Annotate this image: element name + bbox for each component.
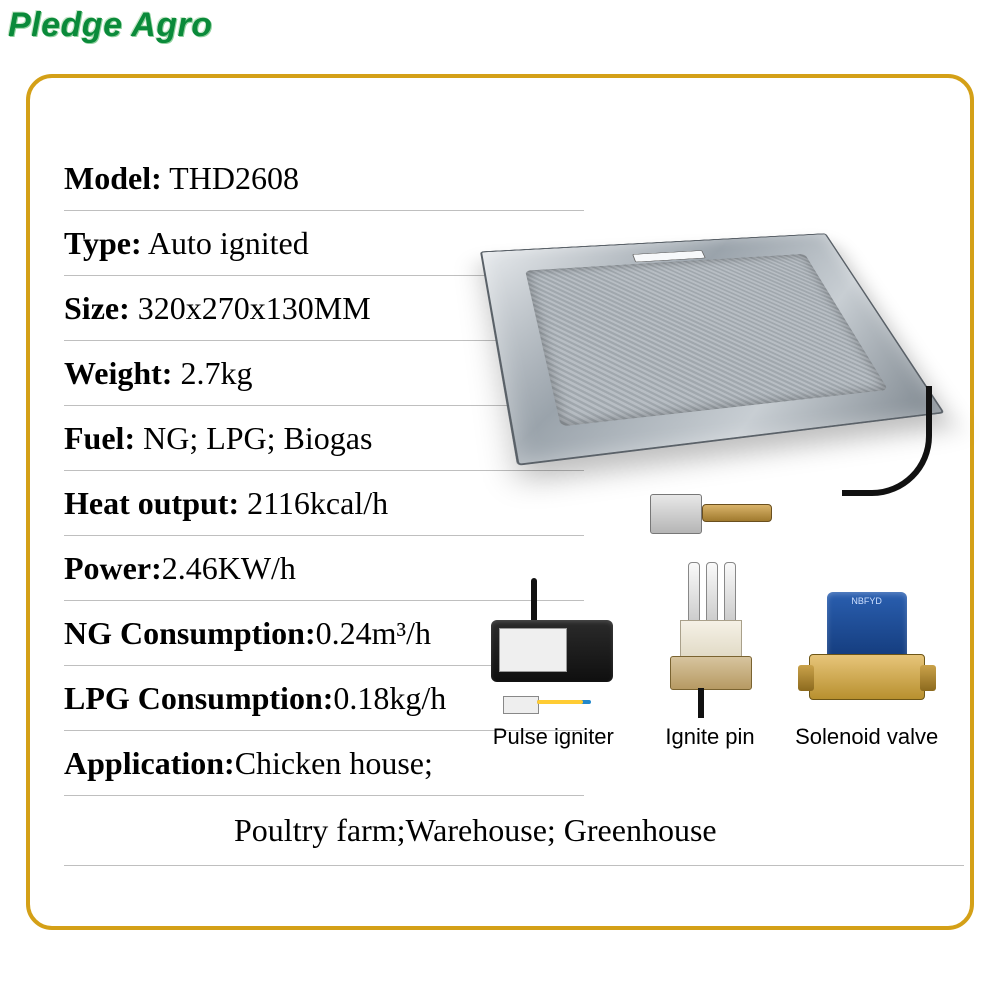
spec-label: LPG Consumption:	[64, 680, 333, 716]
spec-value: Chicken house;	[235, 745, 433, 781]
spec-card: Model: THD2608 Type: Auto ignited Size: …	[26, 74, 974, 930]
spec-label: Heat output:	[64, 485, 239, 521]
spec-label: Size:	[64, 290, 130, 326]
component-gallery: Pulse igniter Ignite pin Solenoid valve	[480, 578, 940, 750]
spec-label: Weight:	[64, 355, 172, 391]
component-item: Pulse igniter	[480, 578, 627, 750]
spec-value: 0.24m³/h	[316, 615, 431, 651]
valve-assembly-icon	[630, 486, 790, 556]
spec-value: 0.18kg/h	[333, 680, 446, 716]
component-item: Solenoid valve	[793, 578, 940, 750]
component-label: Solenoid valve	[793, 724, 940, 750]
spec-value: 2.7kg	[172, 355, 252, 391]
spec-value: Poultry farm;Warehouse; Greenhouse	[234, 812, 717, 848]
application-continued: Poultry farm;Warehouse; Greenhouse	[64, 796, 964, 866]
spec-value: 2116kcal/h	[239, 485, 388, 521]
spec-value: NG; LPG; Biogas	[135, 420, 372, 456]
component-item: Ignite pin	[637, 578, 784, 750]
ignite-pin-icon	[640, 578, 780, 718]
spec-value: 320x270x130MM	[130, 290, 371, 326]
spec-value: THD2608	[162, 160, 299, 196]
solenoid-valve-icon	[797, 578, 937, 718]
spec-label: Power:	[64, 550, 162, 586]
product-image	[480, 158, 940, 538]
component-label: Ignite pin	[637, 724, 784, 750]
spec-label: Fuel:	[64, 420, 135, 456]
pulse-igniter-icon	[483, 578, 623, 718]
spec-label: NG Consumption:	[64, 615, 316, 651]
component-label: Pulse igniter	[480, 724, 627, 750]
spec-value: 2.46KW/h	[162, 550, 296, 586]
hook-icon	[842, 386, 932, 496]
spec-label: Model:	[64, 160, 162, 196]
spec-label: Type:	[64, 225, 142, 261]
spec-value: Auto ignited	[142, 225, 309, 261]
brand-logo: Pledge Agro	[8, 6, 213, 45]
spec-label: Application:	[64, 745, 235, 781]
